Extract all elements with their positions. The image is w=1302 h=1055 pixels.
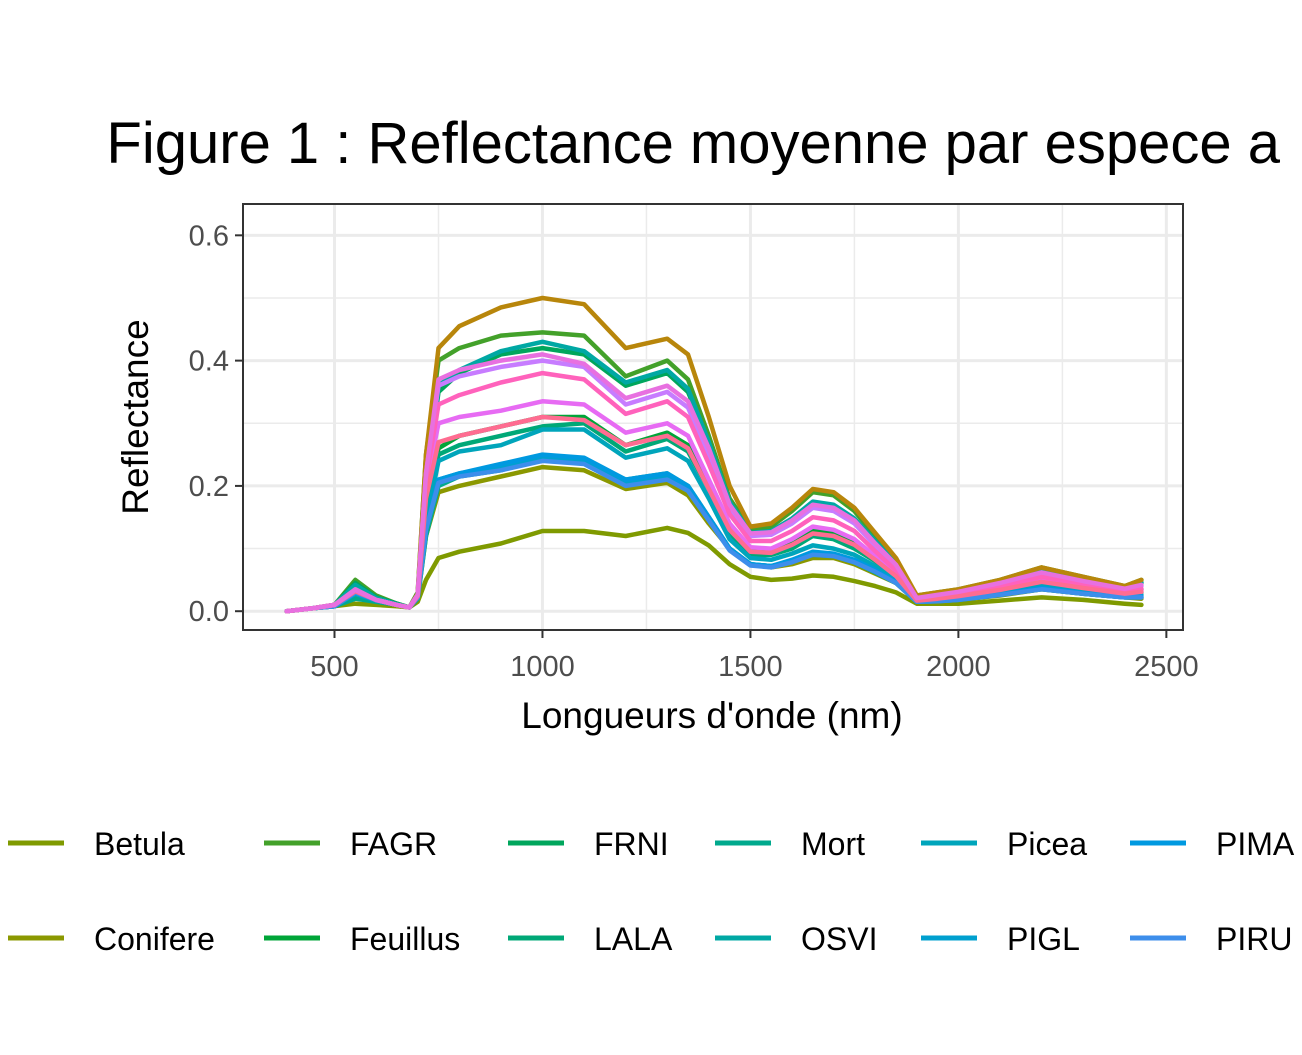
series-line-unlabeled-17	[284, 352, 1144, 614]
legend-item-piru: PIRU	[1130, 921, 1292, 957]
series-layer	[284, 295, 1144, 614]
legend-label: Betula	[94, 826, 185, 862]
axes-layer: 500 1000 1500 2000 2500 0.0 0.2 0.4 0.6	[189, 203, 1199, 683]
panel-border	[242, 203, 1184, 631]
legend-item-fagr: FAGR	[264, 826, 437, 862]
x-axis-title: Longueurs d'onde (nm)	[521, 695, 902, 736]
x-tick-label: 2500	[1134, 651, 1199, 683]
legend-item-feuillus: Feuillus	[264, 921, 460, 957]
legend-item-frni: FRNI	[508, 826, 669, 862]
legend-label: LALA	[594, 921, 673, 957]
chart-title: Figure 1 : Reflectance moyenne par espec…	[106, 111, 1280, 176]
y-tick-label: 0.6	[189, 220, 229, 252]
legend-item-pigl: PIGL	[921, 921, 1080, 957]
panel-background	[243, 204, 1183, 630]
x-tick-label: 1500	[718, 651, 783, 683]
plot-panel	[243, 204, 1183, 630]
legend-item-conifere: Conifere	[8, 921, 215, 957]
legend-label: Picea	[1007, 826, 1087, 862]
y-tick-label: 0.4	[189, 346, 229, 378]
legend-label: Mort	[801, 826, 865, 862]
legend-label: FRNI	[594, 826, 669, 862]
x-tick-label: 2000	[926, 651, 991, 683]
legend-label: OSVI	[801, 921, 877, 957]
y-tick-label: 0.0	[189, 596, 229, 628]
y-axis-title: Reflectance	[115, 319, 156, 514]
legend: Betula FAGR FRNI Mort Picea PIMA Conifere Feuil…	[8, 826, 1295, 957]
legend-label: Conifere	[94, 921, 215, 957]
legend-item-osvi: OSVI	[715, 921, 877, 957]
legend-item-lala: LALA	[508, 921, 673, 957]
legend-label: FAGR	[350, 826, 437, 862]
legend-label: Feuillus	[350, 921, 460, 957]
legend-item-mort: Mort	[715, 826, 865, 862]
legend-item-picea: Picea	[921, 826, 1087, 862]
x-tick-label: 500	[310, 651, 358, 683]
y-tick-label: 0.2	[189, 471, 229, 503]
legend-label: PIRU	[1216, 921, 1292, 957]
legend-label: PIMA	[1216, 826, 1295, 862]
legend-item-betula: Betula	[8, 826, 185, 862]
x-tick-label: 1000	[510, 651, 575, 683]
legend-item-pima: PIMA	[1130, 826, 1295, 862]
legend-label: PIGL	[1007, 921, 1080, 957]
